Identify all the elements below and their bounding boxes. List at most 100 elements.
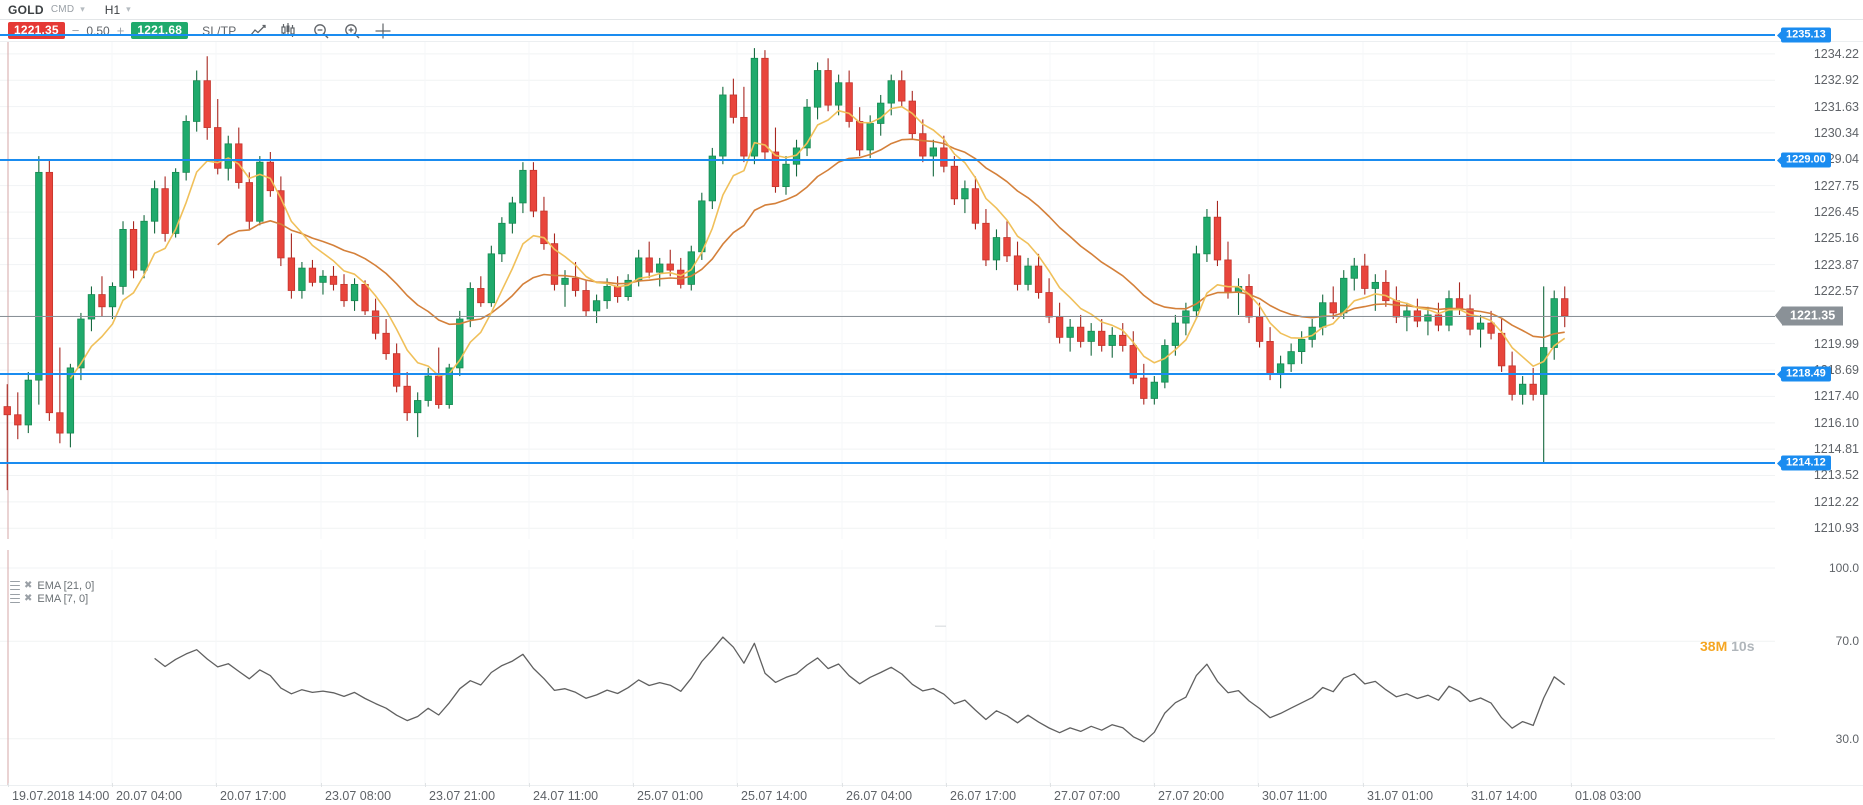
price-axis-tick: 1214.81 xyxy=(1813,442,1859,457)
instrument-venue: CMD xyxy=(50,4,75,15)
volume-increment-button[interactable]: + xyxy=(116,23,125,38)
time-axis-tick: 31.07 14:00 xyxy=(1471,789,1538,803)
time-axis-tick: 26.07 17:00 xyxy=(950,789,1017,803)
price-axis-tick: 1231.63 xyxy=(1813,99,1859,114)
timeframe-selector[interactable]: H1 xyxy=(104,2,121,17)
zoom-out-icon[interactable] xyxy=(312,22,329,39)
time-axis-tick-mark xyxy=(1258,783,1259,787)
time-axis-tick-mark xyxy=(321,783,322,787)
price-pane[interactable] xyxy=(0,42,1775,539)
price-axis-tick: 1219.99 xyxy=(1813,336,1859,351)
time-axis-tick-mark xyxy=(946,783,947,787)
price-level-line[interactable] xyxy=(0,462,1775,465)
time-axis-tick: 23.07 08:00 xyxy=(325,789,392,803)
time-axis-tick: 25.07 14:00 xyxy=(741,789,808,803)
price-axis-tick: 1232.92 xyxy=(1813,73,1859,88)
time-axis-tick-mark xyxy=(1571,783,1572,787)
rsi-plot xyxy=(0,550,1775,805)
time-axis-tick-mark xyxy=(633,783,634,787)
time-axis-tick-mark xyxy=(1050,783,1051,787)
time-axis-tick: 20.07 04:00 xyxy=(116,789,183,803)
time-axis-tick: 24.07 11:00 xyxy=(533,789,599,803)
volume-decrement-button[interactable]: − xyxy=(71,23,80,38)
chevron-down-icon-symbol[interactable]: ▾ xyxy=(80,4,85,14)
indicator-legend-row[interactable]: ✖ EMA [21, 0] xyxy=(10,579,94,592)
line-chart-icon[interactable] xyxy=(250,22,267,39)
time-axis-tick-mark xyxy=(1467,783,1468,787)
price-level-tag[interactable]: 1218.49 xyxy=(1781,366,1831,382)
price-axis[interactable]: 1234.22 1232.92 1231.63 1230.34 1229.04 1227.… xyxy=(1775,42,1863,805)
price-level-tag[interactable]: 1214.12 xyxy=(1781,455,1831,471)
time-axis-tick-mark xyxy=(425,783,426,787)
instrument-symbol[interactable]: GOLD xyxy=(8,2,44,17)
drag-handle-icon[interactable] xyxy=(10,594,20,603)
time-axis[interactable]: 19.07.2018 14:00 20.07 04:00 20.07 17:00 23… xyxy=(0,783,1863,805)
time-axis-tick: 20.07 17:00 xyxy=(220,789,287,803)
time-axis-tick-mark xyxy=(842,783,843,787)
chevron-down-icon-timeframe[interactable]: ▾ xyxy=(126,4,131,14)
time-axis-tick: 25.07 01:00 xyxy=(637,789,704,803)
time-axis-tick: 01.08 03:00 xyxy=(1575,789,1642,803)
time-axis-tick: 31.07 01:00 xyxy=(1367,789,1434,803)
time-axis-tick-mark xyxy=(529,783,530,787)
indicator-label: EMA [7, 0] xyxy=(37,592,89,605)
time-axis-tick-mark xyxy=(1154,783,1155,787)
price-level-tag[interactable]: 1229.00 xyxy=(1781,152,1831,168)
price-axis-tick: 1227.75 xyxy=(1813,178,1859,193)
price-level-line[interactable] xyxy=(0,34,1775,37)
price-axis-tick: 1217.40 xyxy=(1813,389,1859,404)
indicator-legend-row[interactable]: ✖ EMA [7, 0] xyxy=(10,592,94,605)
time-axis-tick-mark xyxy=(737,783,738,787)
instrument-bar: GOLD CMD ▾ H1 ▾ xyxy=(0,0,1863,20)
time-axis-tick: 30.07 11:00 xyxy=(1262,789,1328,803)
rsi-axis-tick: 70.0 xyxy=(1835,634,1859,649)
sltp-button[interactable]: SL/TP xyxy=(202,23,237,38)
rsi-pane[interactable] xyxy=(0,550,1775,805)
price-axis-tick: 1212.22 xyxy=(1813,494,1859,509)
price-axis-tick: 1213.52 xyxy=(1813,468,1859,483)
price-axis-tick: 1216.10 xyxy=(1813,415,1859,430)
price-axis-tick: 1226.45 xyxy=(1813,205,1859,220)
price-indicator-legend: ✖ EMA [21, 0] ✖ EMA [7, 0] xyxy=(10,579,94,605)
time-axis-tick: 19.07.2018 14:00 xyxy=(12,789,110,803)
time-axis-tick: 27.07 07:00 xyxy=(1054,789,1121,803)
sell-price-button[interactable]: 1221.35 xyxy=(8,22,65,39)
price-plot xyxy=(0,42,1775,539)
price-level-tag[interactable]: 1235.13 xyxy=(1781,27,1831,43)
time-axis-tick-mark xyxy=(8,783,9,787)
trade-tools-bar: 1221.35 − 0.50 + 1221.68 SL/TP xyxy=(0,20,1863,42)
crosshair-icon[interactable] xyxy=(374,22,391,39)
close-icon[interactable]: ✖ xyxy=(24,592,33,604)
time-axis-tick: 23.07 21:00 xyxy=(429,789,496,803)
indicator-label: EMA [21, 0] xyxy=(37,579,95,592)
close-icon[interactable]: ✖ xyxy=(24,579,33,591)
current-price-line xyxy=(0,315,1775,317)
price-axis-tick: 1225.16 xyxy=(1813,231,1859,246)
price-axis-tick: 1234.22 xyxy=(1813,46,1859,61)
chart-cursor-artifact: — xyxy=(935,620,946,632)
volume-value[interactable]: 0.50 xyxy=(86,23,110,38)
drag-handle-icon[interactable] xyxy=(10,581,20,590)
buy-price-button[interactable]: 1221.68 xyxy=(131,22,189,39)
time-axis-tick: 27.07 20:00 xyxy=(1158,789,1225,803)
candlestick-icon[interactable] xyxy=(281,22,298,39)
zoom-in-icon[interactable] xyxy=(343,22,360,39)
time-axis-tick-mark xyxy=(1363,783,1364,787)
rsi-axis-tick: 100.0 xyxy=(1828,561,1859,575)
time-axis-tick: 26.07 04:00 xyxy=(846,789,913,803)
price-axis-tick: 1223.87 xyxy=(1813,257,1859,272)
rsi-axis-tick: 30.0 xyxy=(1835,731,1859,746)
price-level-line[interactable] xyxy=(0,159,1775,162)
chart-area[interactable]: 38M 10s ✖EMA [21, 0]✖EMA [7, 0] ✖RSI [14… xyxy=(0,27,1863,805)
time-axis-tick-mark xyxy=(112,783,113,787)
time-axis-tick-mark xyxy=(216,783,217,787)
bar-countdown: 38M 10s xyxy=(1700,638,1754,654)
countdown-value: 38M xyxy=(1700,638,1728,654)
price-level-line[interactable] xyxy=(0,373,1775,376)
current-price-tag: 1221.35 xyxy=(1782,306,1844,326)
price-axis-tick: 1210.93 xyxy=(1813,521,1859,536)
price-axis-tick: 1230.34 xyxy=(1813,125,1859,140)
price-axis-tick: 1222.57 xyxy=(1813,284,1859,299)
countdown-unit: 10s xyxy=(1731,638,1755,654)
